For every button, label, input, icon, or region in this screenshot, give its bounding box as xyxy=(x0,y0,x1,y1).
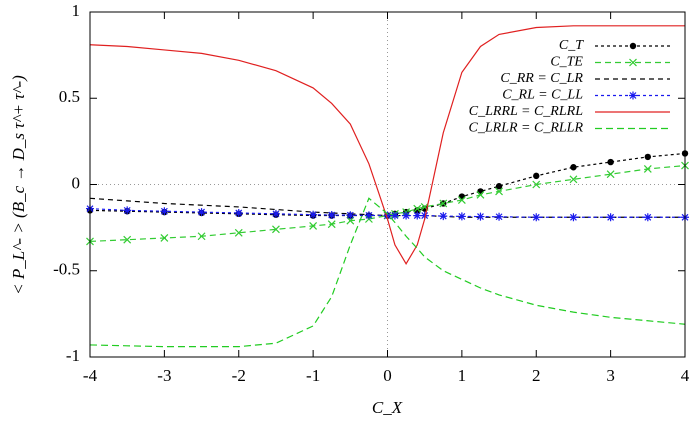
legend-marker xyxy=(629,58,637,67)
x-tick-label: -2 xyxy=(232,366,246,385)
legend-label: C_TE xyxy=(550,55,583,70)
data-point xyxy=(457,212,466,221)
data-point xyxy=(309,210,318,219)
data-point xyxy=(607,158,614,166)
data-point xyxy=(383,211,392,220)
data-point xyxy=(458,193,466,200)
legend-label: C_LRLR = C_RLLR xyxy=(469,121,584,136)
data-point xyxy=(402,211,411,220)
x-tick-label: -1 xyxy=(306,366,320,385)
y-tick-label: 1 xyxy=(72,1,81,20)
data-point xyxy=(160,234,169,242)
data-point xyxy=(390,211,399,220)
legend-label: C_T xyxy=(559,38,584,53)
legend-label: C_LRRL = C_RLRL xyxy=(469,104,583,119)
data-point xyxy=(272,225,280,234)
x-tick-label: 3 xyxy=(606,366,615,385)
data-point xyxy=(477,188,484,195)
data-point xyxy=(569,213,578,222)
x-tick-label: 1 xyxy=(458,366,467,385)
data-point xyxy=(643,165,652,173)
data-point xyxy=(123,235,132,244)
data-point xyxy=(476,190,485,199)
x-tick-label: 0 xyxy=(383,366,392,385)
data-point xyxy=(606,170,615,179)
data-point xyxy=(271,209,280,218)
y-axis-label: < P_L^- > (B_c → D_s τ^+ τ^-) xyxy=(9,75,28,295)
data-point xyxy=(364,211,373,220)
data-point xyxy=(327,220,336,229)
data-point xyxy=(476,212,485,221)
data-point xyxy=(570,164,577,171)
data-point xyxy=(439,212,448,221)
series-line xyxy=(89,197,686,348)
data-point xyxy=(160,207,169,216)
x-tick-label: 4 xyxy=(681,366,690,385)
data-point xyxy=(123,206,132,215)
data-point xyxy=(309,221,318,230)
data-point xyxy=(495,183,503,190)
data-point xyxy=(644,153,652,161)
x-tick-label: 2 xyxy=(532,366,541,385)
series-line xyxy=(89,164,686,243)
data-point xyxy=(532,180,541,189)
data-point xyxy=(495,212,504,221)
data-point xyxy=(234,208,243,217)
data-point xyxy=(457,196,466,204)
y-tick-label: 0.5 xyxy=(59,87,80,106)
y-tick-label: 0 xyxy=(72,173,81,192)
x-tick-label: -3 xyxy=(157,366,171,385)
legend-label: C_RL = C_LL xyxy=(502,88,583,103)
legend-label: C_RR = C_LR xyxy=(500,71,583,86)
data-point xyxy=(413,211,422,220)
data-point xyxy=(643,213,652,222)
data-point xyxy=(197,232,206,241)
data-point xyxy=(413,204,422,213)
data-point xyxy=(420,211,429,220)
data-point xyxy=(606,213,615,222)
x-tick-label: -4 xyxy=(83,366,98,385)
data-point xyxy=(234,228,243,237)
data-point xyxy=(439,199,448,208)
data-point xyxy=(346,216,355,225)
data-point xyxy=(346,211,355,220)
data-point xyxy=(197,208,206,217)
legend-marker xyxy=(629,91,637,100)
data-point xyxy=(533,172,540,180)
plot-frame xyxy=(89,11,686,358)
y-tick-label: -1 xyxy=(66,346,80,365)
x-axis-label: C_X xyxy=(372,398,403,417)
data-point xyxy=(532,213,541,222)
data-point xyxy=(569,175,578,184)
series-line xyxy=(89,152,686,217)
data-point xyxy=(327,211,336,220)
data-point xyxy=(495,187,503,196)
legend-marker xyxy=(629,42,637,50)
series-line xyxy=(89,25,685,266)
series-line xyxy=(89,208,685,218)
y-tick-label: -0.5 xyxy=(53,260,80,279)
